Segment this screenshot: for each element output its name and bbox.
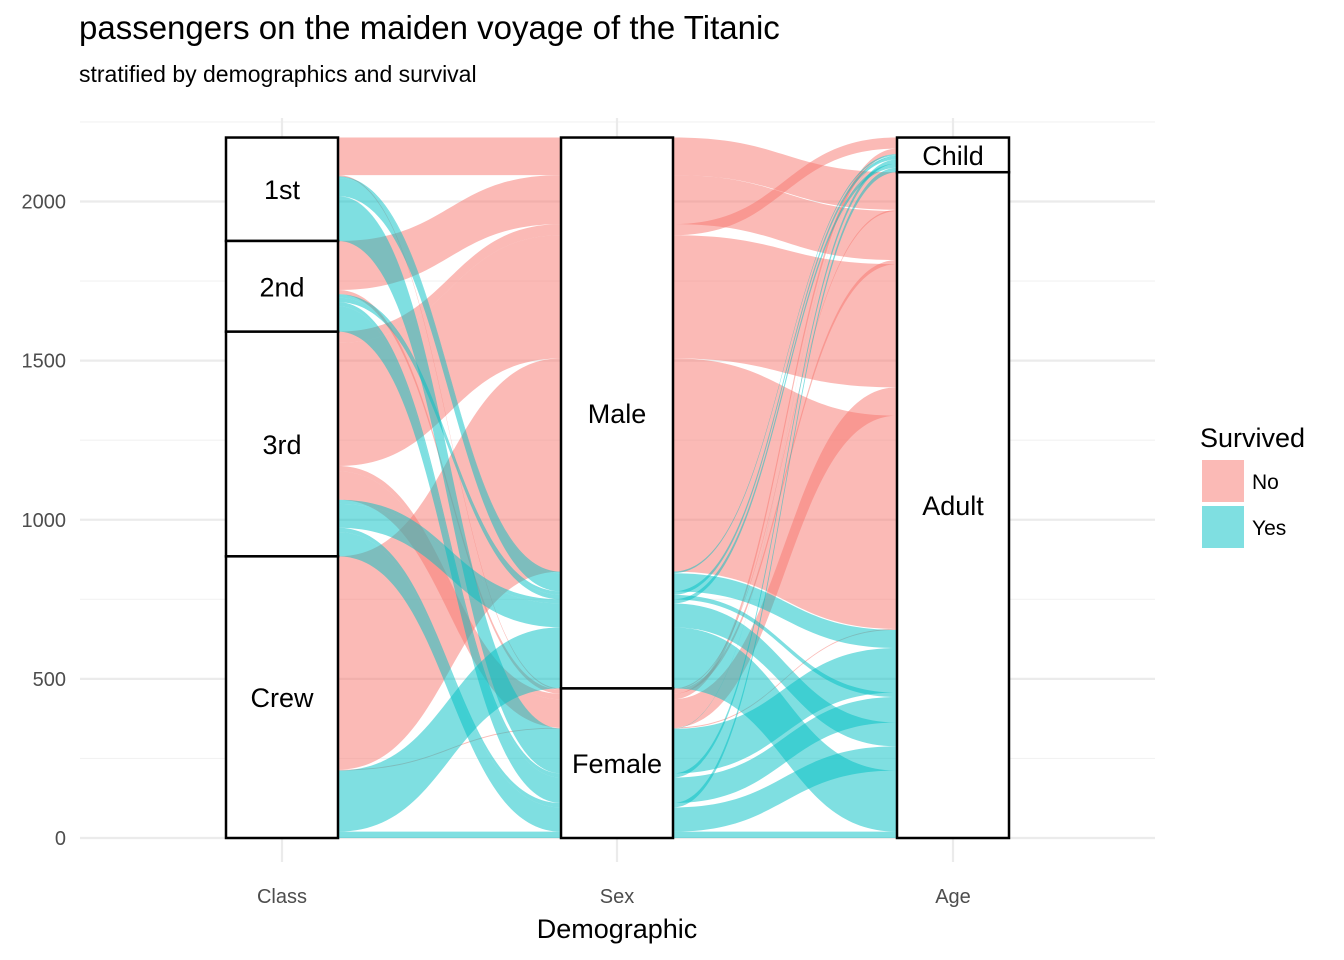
stratum-label-female: Female [572, 749, 662, 779]
x-tick-label: Sex [600, 886, 634, 908]
stratum-label-male: Male [588, 399, 647, 429]
flow-no [338, 235, 561, 466]
stratum-label-adult: Adult [922, 491, 984, 521]
flow-yes [338, 297, 561, 600]
chart-title: passengers on the maiden voyage of the T… [79, 9, 780, 46]
stratum-label-2nd: 2nd [259, 272, 304, 302]
flow-yes [338, 831, 561, 838]
y-tick-label: 0 [55, 828, 66, 850]
flow-yes [338, 176, 561, 574]
flow-yes [673, 167, 897, 808]
flow-no [338, 471, 561, 728]
stratum-box-3rd [224, 330, 340, 558]
flow-yes [673, 648, 897, 774]
chart-subtitle: stratified by demographics and survival [79, 61, 477, 87]
stratum-box-2nd [224, 239, 340, 333]
stratum-box-1st [224, 136, 340, 243]
flow-yes [338, 302, 561, 778]
flow-yes [673, 163, 897, 604]
flow-no [673, 260, 897, 694]
flow-no [673, 387, 897, 728]
flow-yes [338, 527, 561, 808]
flow-yes [673, 746, 897, 832]
y-tick-label: 2000 [22, 192, 67, 214]
flow-yes [673, 155, 897, 729]
flow-yes [673, 159, 897, 778]
flow-yes [673, 573, 897, 649]
flow-yes [673, 697, 897, 803]
stratum-box-child [895, 136, 1011, 174]
stratum-box-crew [224, 555, 340, 840]
y-tick-label: 1500 [22, 351, 67, 373]
legend-key-yes [1202, 506, 1244, 548]
flow-no [338, 137, 561, 176]
legend: Survived No Yes [1200, 423, 1305, 548]
flow-yes [338, 532, 561, 832]
y-tick-label: 1000 [22, 510, 67, 532]
stratum-label-3rd: 3rd [262, 430, 301, 460]
flow-yes [338, 177, 561, 592]
axes: 0 500 1000 1500 2000 Class Sex Age [22, 192, 971, 909]
flow-no [338, 175, 561, 690]
stratum-label-crew: Crew [250, 683, 314, 713]
flow-yes [338, 294, 561, 595]
stratum-box-female [559, 687, 675, 840]
flow-no [338, 224, 561, 343]
x-tick-label: Class [257, 886, 307, 908]
stratum-label-1st: 1st [264, 175, 301, 205]
flows [338, 137, 897, 838]
flow-yes [338, 306, 561, 803]
stratum-box-male [559, 136, 675, 690]
x-axis-title: Demographic [537, 914, 698, 944]
flow-no [673, 235, 897, 388]
flow-yes [673, 155, 897, 595]
flow-yes [673, 594, 897, 698]
flow-yes [338, 196, 561, 774]
strata: 1st 2nd 3rd Crew Male Female Child Adult [224, 136, 1011, 840]
legend-label-no: No [1252, 471, 1279, 494]
legend-title: Survived [1200, 423, 1305, 453]
flow-yes [338, 196, 561, 729]
legend-key-no [1202, 460, 1244, 502]
legend-label-yes: Yes [1252, 517, 1286, 540]
flow-yes [673, 831, 897, 838]
flow-no [673, 209, 897, 690]
stratum-label-child: Child [922, 141, 984, 171]
flow-no [673, 137, 897, 210]
flow-yes [673, 154, 897, 574]
x-tick-label: Age [935, 886, 971, 908]
y-tick-label: 500 [33, 669, 66, 691]
stratum-box-adult [895, 170, 1011, 840]
